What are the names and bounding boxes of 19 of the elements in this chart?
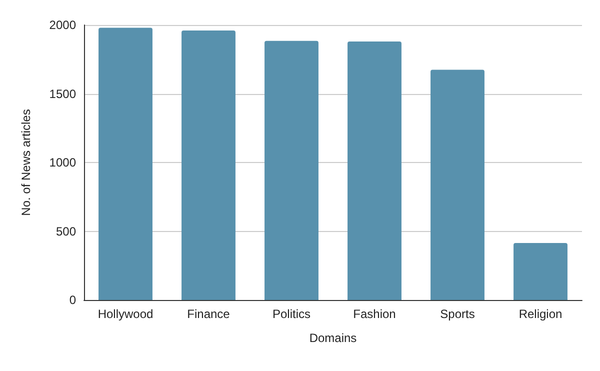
y-tick-label: 0 [69, 293, 76, 307]
x-tick-label: Religion [518, 307, 562, 321]
bar [264, 40, 318, 300]
x-tick-label: Sports [440, 307, 475, 321]
bar [98, 28, 152, 300]
x-tick-label: Finance [187, 307, 230, 321]
y-tick-label: 1500 [49, 86, 76, 101]
x-tick-label: Fashion [353, 307, 396, 321]
x-tick-label: Hollywood [98, 307, 154, 321]
x-tick-label: Politics [272, 307, 311, 321]
bar [430, 70, 484, 300]
y-tick-label: 2000 [49, 18, 76, 32]
y-axis-title: No. of News articles [19, 109, 33, 216]
x-axis-title: Domains [309, 331, 357, 345]
y-tick-label: 1000 [49, 156, 76, 170]
bar [182, 30, 236, 300]
bar [514, 242, 568, 300]
y-tick-label: 500 [56, 224, 76, 238]
bar [348, 42, 402, 300]
